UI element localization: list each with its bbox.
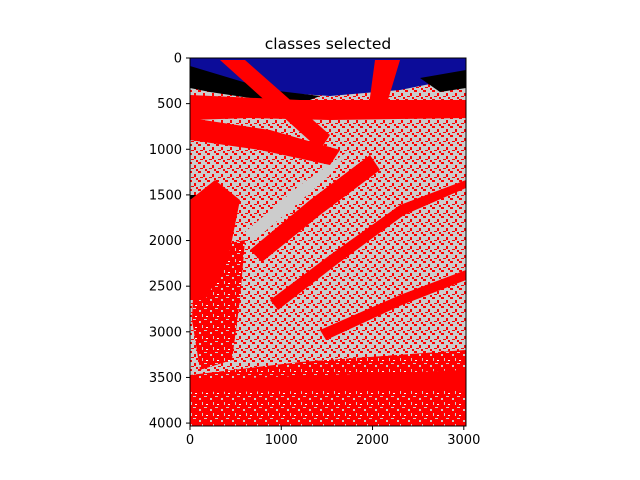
x-axis: 0 1000 2000 3000 bbox=[186, 426, 480, 448]
class-region-black bbox=[420, 70, 466, 92]
class-region-red-beam bbox=[190, 118, 340, 165]
class-region-red-stripe bbox=[270, 180, 466, 310]
class-region-red-stripe bbox=[320, 270, 466, 340]
y-tick-label: 2500 bbox=[149, 280, 182, 295]
x-tick-label: 3000 bbox=[447, 433, 480, 448]
y-tick-label: 3000 bbox=[149, 325, 182, 340]
chart-title: classes selected bbox=[265, 35, 391, 53]
x-tick-label: 1000 bbox=[265, 433, 298, 448]
y-tick-label: 1000 bbox=[149, 143, 182, 158]
class-region-red-beam bbox=[190, 95, 466, 120]
y-tick-label: 4000 bbox=[149, 417, 182, 432]
x-tick-label: 2000 bbox=[356, 433, 389, 448]
class-region-grey-band bbox=[190, 140, 260, 190]
class-region-red-beam bbox=[368, 60, 400, 112]
class-region-red-beam bbox=[220, 60, 330, 150]
class-region-grey-band bbox=[245, 150, 350, 240]
y-axis: 0 500 1000 1500 2000 2500 3000 3500 4000 bbox=[149, 52, 190, 432]
heatmap-image bbox=[190, 58, 466, 426]
class-region-grey-band bbox=[260, 122, 466, 305]
y-tick-label: 500 bbox=[157, 97, 182, 112]
class-region-red-stripe bbox=[250, 155, 380, 262]
class-region-red-floor bbox=[190, 370, 466, 392]
class-region-grey-band bbox=[300, 180, 466, 300]
class-region-black bbox=[190, 66, 320, 104]
x-tick-label: 0 bbox=[186, 433, 194, 448]
plot-frame bbox=[189, 57, 467, 427]
y-tick-label: 2000 bbox=[149, 234, 182, 249]
class-region-red-beam bbox=[190, 180, 240, 300]
y-tick-label: 3500 bbox=[149, 371, 182, 386]
y-tick-label: 0 bbox=[174, 52, 182, 67]
y-tick-label: 1500 bbox=[149, 188, 182, 203]
